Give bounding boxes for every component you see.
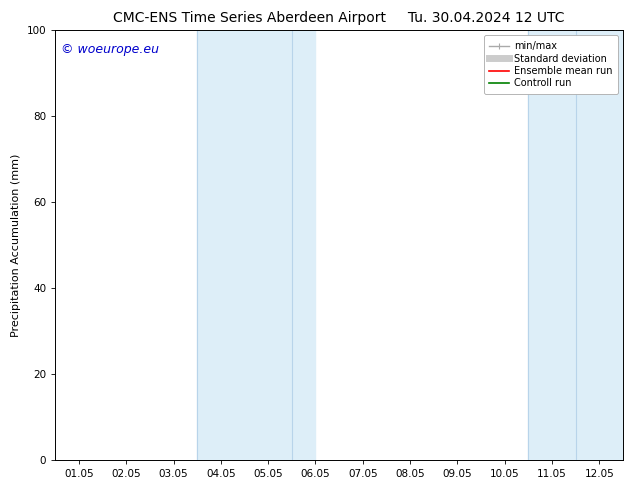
Y-axis label: Precipitation Accumulation (mm): Precipitation Accumulation (mm) [11, 153, 21, 337]
Text: © woeurope.eu: © woeurope.eu [61, 43, 159, 56]
Title: CMC-ENS Time Series Aberdeen Airport     Tu. 30.04.2024 12 UTC: CMC-ENS Time Series Aberdeen Airport Tu.… [113, 11, 565, 25]
Legend: min/max, Standard deviation, Ensemble mean run, Controll run: min/max, Standard deviation, Ensemble me… [484, 35, 618, 94]
Bar [528, 30, 634, 460]
Bar [197, 30, 316, 460]
